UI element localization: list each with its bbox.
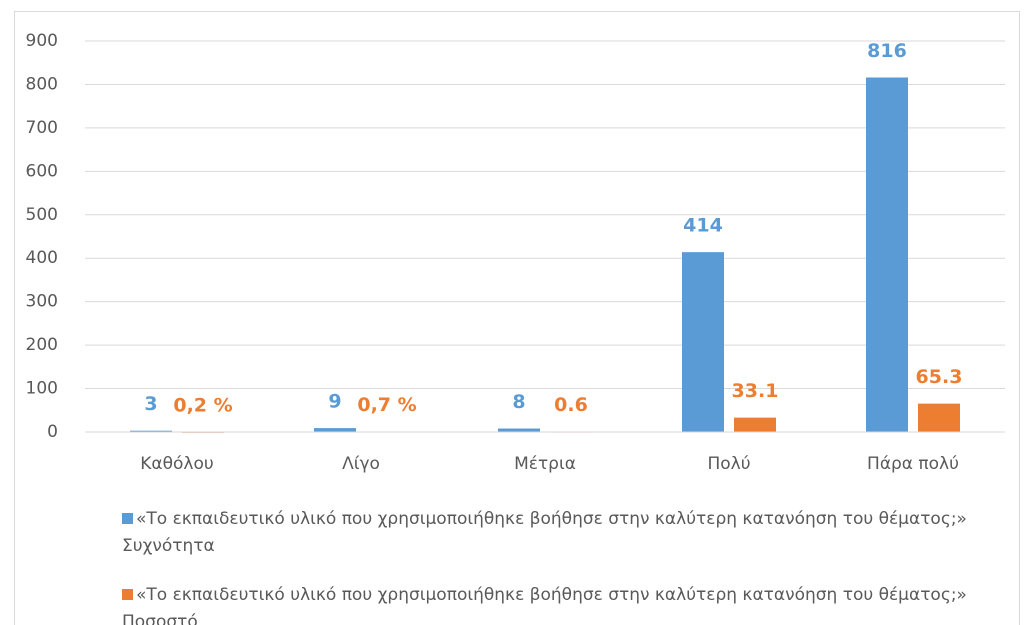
data-label: 0.6 [554,394,588,416]
x-tick-label: Λίγο [342,454,380,474]
y-tick-label: 200 [26,335,58,355]
chart: 0 100 200 300 400 500 600 700 800 900 Καθόλου 3 0,2 … [26,31,1005,474]
legend-item: «Το εκπαιδευτικό υλικό που χρησιμοποιήθη… [122,506,982,560]
y-tick-label: 800 [26,74,58,94]
bar [734,417,776,432]
data-label: 816 [867,40,907,62]
bar [498,428,540,432]
y-tick-label: 0 [47,422,58,442]
x-tick-label: Πάρα πολύ [867,454,959,474]
bar [918,403,960,432]
legend-swatch [122,589,133,600]
bar [130,430,172,432]
y-tick-label: 100 [26,379,58,399]
x-tick-label: Πολύ [707,454,750,474]
data-label: 3 [144,393,157,415]
bar [682,252,724,432]
y-tick-label: 900 [26,31,58,51]
y-tick-label: 600 [26,161,58,181]
bar [866,77,908,432]
chart-frame [14,11,1020,625]
data-label: 414 [683,215,723,237]
x-tick-label: Καθόλου [140,454,213,474]
data-label: 65.3 [916,366,963,388]
data-label: 9 [328,391,341,413]
legend-swatch [122,513,133,524]
data-label: 8 [512,391,525,413]
legend-label: «Το εκπαιδευτικό υλικό που χρησιμοποιήθη… [122,585,967,625]
data-label: 33.1 [732,380,779,402]
data-label: 0,2 % [173,394,232,416]
data-label: 0,7 % [357,394,416,416]
legend-item: «Το εκπαιδευτικό υλικό που χρησιμοποιήθη… [122,582,982,625]
y-tick-label: 300 [26,292,58,312]
x-tick-label: Μέτρια [514,454,576,474]
y-tick-label: 700 [26,118,58,138]
y-tick-label: 500 [26,205,58,225]
bar [314,428,356,432]
y-tick-label: 400 [26,248,58,268]
legend-label: «Το εκπαιδευτικό υλικό που χρησιμοποιήθη… [122,509,967,556]
